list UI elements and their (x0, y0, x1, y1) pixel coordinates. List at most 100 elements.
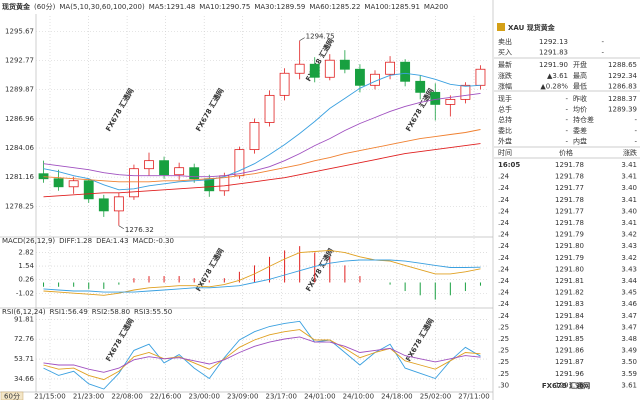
trade-time: .24 (498, 231, 510, 239)
candle-body (38, 173, 49, 180)
x-tick-label: 21/23:00 (73, 393, 104, 400)
candle-body (159, 160, 169, 176)
candle-body (249, 122, 260, 151)
trade-price: 1291.79 (555, 254, 584, 262)
trade-price: 1291.84 (555, 312, 584, 320)
x-tick-label: 21/15:00 (34, 393, 65, 400)
y-tick-label: 1292.77 (5, 57, 34, 65)
quote-label: 均价 (573, 105, 587, 114)
trade-price: 1291.78 (555, 161, 584, 169)
quote-label: 最新 (498, 60, 512, 69)
trade-price: 1291.96 (555, 370, 584, 378)
trade-change: 3.42 (621, 231, 637, 239)
trade-time: .24 (498, 265, 510, 273)
legend-text: RSI2:58.80 (92, 308, 130, 316)
quote-value: 1288.37 (608, 95, 637, 103)
trade-change: 3.61 (621, 381, 637, 389)
trade-change: 3.41 (621, 173, 637, 181)
trade-change: 3.41 (621, 161, 637, 169)
y-tick-label: 1286.96 (5, 115, 34, 123)
trade-change: 3.43 (621, 242, 637, 250)
legend-text: DEA:1.43 (96, 237, 128, 245)
quote-value: - (565, 137, 568, 145)
trade-price: 1291.77 (555, 184, 584, 192)
legend-text: DIFF:1.28 (59, 237, 92, 245)
quote-label: 现手 (498, 94, 512, 103)
trade-time: .25 (498, 323, 509, 331)
trade-price: 1291.98 (555, 381, 584, 389)
candle-body (324, 59, 335, 78)
trade-price: 1291.87 (555, 358, 584, 366)
candle-body (460, 84, 471, 100)
candle-body (174, 167, 185, 176)
quote-label: 卖出 (498, 37, 512, 46)
trade-price: 1291.83 (555, 300, 584, 308)
header-text: MA5:1291.48 (149, 3, 196, 11)
quote-label: 委比 (498, 126, 512, 135)
candle-body (385, 61, 395, 75)
quote-value: - (601, 49, 604, 57)
x-tick-label: 25/02:00 (420, 393, 451, 400)
trade-time: .24 (498, 173, 510, 181)
panel-label: MACD(26,12,9) (2, 237, 55, 245)
candle-body (279, 72, 290, 96)
candle-body (68, 180, 79, 188)
trade-price: 1291.78 (555, 196, 584, 204)
quote-title: XAU 现货黄金 (508, 23, 556, 32)
trade-change: 3.50 (621, 358, 637, 366)
gold-icon (497, 23, 505, 31)
quote-value: 1288.65 (608, 61, 637, 69)
candle-body (129, 168, 139, 198)
quote-value: - (634, 127, 637, 135)
trade-time: .24 (498, 184, 510, 192)
x-tick-label: 23/17:00 (266, 393, 297, 400)
candle-body (430, 91, 441, 105)
x-tick-label: 24/10:00 (343, 393, 374, 400)
trade-change: 3.47 (621, 312, 637, 320)
quote-label: 开盘 (573, 60, 587, 69)
trade-time: 16:05 (498, 161, 520, 169)
line (43, 143, 481, 198)
quote-value: - (634, 116, 637, 124)
y-tick-label: 1281.16 (5, 173, 34, 181)
trade-price: 1291.80 (555, 242, 584, 250)
trade-time: .24 (498, 196, 510, 204)
candle-body (475, 68, 486, 86)
candle-body (415, 80, 426, 93)
x-tick-label: 22/16:00 (150, 393, 181, 400)
trade-change: 3.46 (621, 300, 637, 308)
quote-label: 委差 (573, 126, 587, 135)
quote-value: 1291.83 (539, 49, 568, 57)
trade-price: 1291.79 (555, 231, 584, 239)
quote-value: - (565, 127, 568, 135)
trade-change: 3.43 (621, 265, 637, 273)
y-tick-label: 53.71 (14, 355, 34, 363)
quote-label: 昨收 (573, 94, 587, 103)
y-tick-label: 1.54 (18, 262, 34, 270)
candle-body (98, 198, 109, 212)
quote-label: 涨幅 (498, 81, 512, 90)
trade-change: 3.49 (621, 347, 637, 355)
line (43, 320, 481, 390)
trade-price: 1291.82 (555, 289, 584, 297)
trade-time: .25 (498, 358, 509, 366)
header-text: MA(5,10,30,60,100,200) (59, 3, 145, 11)
trade-change: 3.44 (621, 277, 637, 285)
x-tick-label: 24/18:00 (381, 393, 412, 400)
trade-price: 1291.80 (555, 265, 584, 273)
table-header: 时间 (498, 148, 512, 157)
line (43, 249, 481, 296)
quote-value: 1292.13 (539, 38, 568, 46)
trade-time: .25 (498, 370, 509, 378)
quote-label: 持仓差 (573, 115, 594, 124)
table-header: 涨跌 (623, 148, 637, 157)
quote-value: ▲3.61 (547, 72, 568, 80)
header-text: MA10:1290.75 (199, 3, 250, 11)
logo-watermark: FX678 汇通网 (542, 381, 590, 390)
quote-value: 1289.39 (608, 106, 637, 114)
candle-body (204, 178, 215, 192)
header-text: MA60:1285.22 (309, 3, 360, 11)
quote-label: 最高 (573, 71, 587, 80)
trade-time: .30 (498, 381, 509, 389)
